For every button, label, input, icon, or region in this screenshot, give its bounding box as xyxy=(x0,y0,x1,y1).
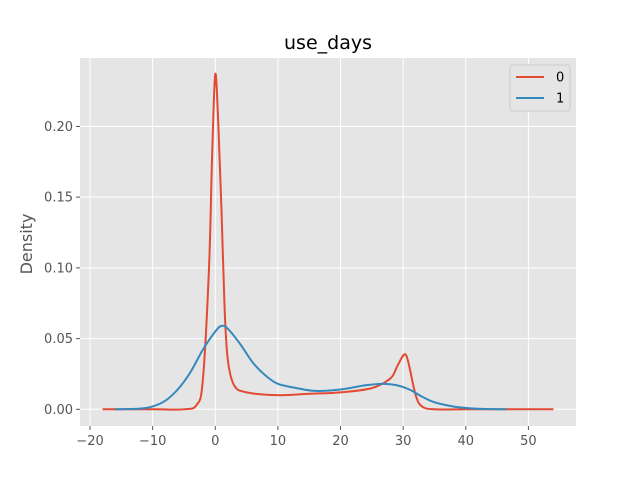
series-line-0 xyxy=(102,73,554,411)
x-tick-label: 40 xyxy=(458,434,475,449)
x-tick-label: −10 xyxy=(139,434,166,449)
x-tick-label: 20 xyxy=(332,434,349,449)
chart-title: use_days xyxy=(284,32,372,54)
x-tick-label: 30 xyxy=(395,434,412,449)
y-axis-label: Density xyxy=(17,214,36,275)
x-tick-label: −20 xyxy=(76,434,103,449)
y-tick-label: 0.10 xyxy=(44,261,73,276)
series-lines xyxy=(102,73,554,411)
series-line-1 xyxy=(115,324,507,411)
x-tick-label: 50 xyxy=(520,434,537,449)
x-tick-label: 0 xyxy=(211,434,219,449)
y-tick-label: 0.05 xyxy=(44,332,73,347)
legend-label-0: 0 xyxy=(556,71,564,86)
plot-area xyxy=(80,58,576,426)
legend-label-1: 1 xyxy=(556,92,564,107)
y-tick-label: 0.20 xyxy=(44,120,73,135)
legend: 01 xyxy=(509,64,571,112)
y-axis-ticks: 0.00 0.05 0.10 0.15 0.20 xyxy=(44,120,80,418)
x-axis-ticks: −20 −10 0 10 20 30 40 50 xyxy=(76,426,537,449)
x-tick-label: 10 xyxy=(270,434,287,449)
y-tick-label: 0.00 xyxy=(44,403,73,418)
y-tick-label: 0.15 xyxy=(44,191,73,206)
